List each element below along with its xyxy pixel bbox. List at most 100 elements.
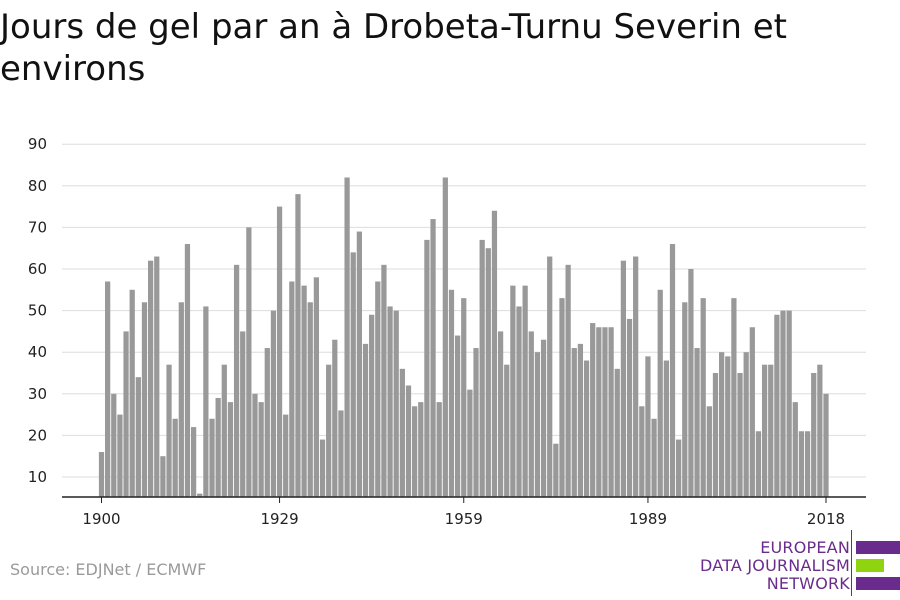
- bar-1923: [240, 331, 246, 497]
- bar-1948: [393, 310, 399, 497]
- bar-1961: [473, 348, 479, 497]
- bar-1946: [381, 264, 387, 497]
- bar-1922: [233, 264, 240, 497]
- bar-2002: [725, 356, 731, 497]
- y-tick-label: 20: [28, 426, 47, 444]
- bar-1919: [215, 397, 221, 497]
- bar-1901: [105, 281, 111, 497]
- bar-1986: [626, 318, 633, 497]
- bar-1907: [141, 302, 148, 497]
- x-axis-ticks: 1900 1929 1959 1989 2018: [82, 497, 845, 528]
- bar-1921: [227, 402, 234, 497]
- y-tick-label: 40: [28, 343, 47, 361]
- bar-1976: [565, 264, 571, 497]
- bar-1928: [270, 310, 277, 497]
- source-note: Source: EDJNet / ECMWF: [10, 560, 207, 579]
- bar-1968: [516, 306, 522, 497]
- bar-1997: [694, 348, 700, 497]
- bar-1912: [172, 418, 178, 497]
- bar-1916: [197, 493, 203, 497]
- chart-title: Jours de gel par an à Drobeta-Turnu Seve…: [0, 7, 788, 89]
- bar-1926: [258, 402, 264, 497]
- bar-1972: [540, 339, 547, 497]
- bar-1985: [620, 260, 627, 497]
- bar-1918: [209, 418, 215, 497]
- bar-1942: [356, 231, 362, 497]
- bar-1964: [491, 210, 498, 497]
- y-tick-label: 90: [28, 135, 47, 153]
- logo-text-data-journalism: DATA JOURNALISM: [700, 556, 850, 575]
- bar-2018: [823, 393, 829, 497]
- x-tick-label: 1989: [629, 510, 667, 528]
- x-tick-label: 1929: [260, 510, 298, 528]
- bar-1906: [135, 377, 141, 497]
- bar-1995: [682, 302, 688, 497]
- bar-1941: [350, 252, 356, 497]
- bar-1963: [485, 248, 491, 497]
- y-tick-label: 10: [28, 468, 47, 486]
- bar-1989: [645, 356, 651, 497]
- bar-1904: [123, 331, 129, 497]
- bar-2012: [786, 310, 792, 497]
- y-tick-label: 80: [28, 177, 47, 195]
- bar-1994: [676, 439, 682, 497]
- bar-1981: [596, 327, 602, 497]
- bar-1932: [295, 194, 301, 497]
- bar-2015: [804, 431, 811, 497]
- bar-1929: [276, 206, 283, 497]
- bar-1991: [657, 289, 663, 497]
- bar-1931: [289, 281, 295, 497]
- bar-1939: [338, 410, 344, 497]
- bar-1914: [184, 244, 191, 497]
- bar-1944: [369, 314, 375, 497]
- bar-1908: [148, 260, 154, 497]
- bar-1950: [405, 385, 412, 497]
- bar-1943: [362, 343, 369, 497]
- x-tick-label: 2018: [807, 510, 845, 528]
- bar-1960: [467, 389, 473, 497]
- bar-1978: [577, 343, 584, 497]
- bar-1938: [332, 339, 338, 497]
- bar-1910: [160, 456, 166, 497]
- bar-1977: [571, 348, 577, 497]
- bar-1951: [412, 406, 418, 497]
- bar-1967: [510, 285, 516, 497]
- bar-1913: [178, 302, 184, 497]
- bar-1962: [479, 239, 485, 497]
- bar-2003: [731, 298, 737, 497]
- bar-2004: [737, 373, 743, 497]
- x-tick-label: 1959: [445, 510, 483, 528]
- bar-1909: [154, 256, 160, 497]
- bar-1900: [98, 452, 105, 497]
- bar-1975: [559, 298, 565, 497]
- bar-1915: [190, 427, 197, 497]
- bar-1990: [651, 418, 657, 497]
- bar-1996: [688, 269, 694, 497]
- bar-1982: [602, 327, 608, 497]
- y-axis-ticks: 10 20 30 40 50 60 70 80 90: [28, 135, 47, 486]
- bar-1936: [319, 439, 326, 497]
- bar-1992: [663, 360, 669, 497]
- bar-1937: [326, 364, 332, 497]
- bar-1952: [418, 402, 424, 497]
- bar-2000: [712, 373, 719, 497]
- bar-1917: [203, 306, 209, 497]
- bar-1966: [504, 364, 510, 497]
- bar-1953: [424, 239, 430, 497]
- bar-1956: [442, 177, 448, 498]
- bar-1959: [461, 298, 467, 497]
- bar-2016: [811, 373, 817, 497]
- logo-bar-bottom: [856, 577, 900, 590]
- frost-days-bar-chart: 10 20 30 40 50 60 70 80 90 1900 1929 1959 1989 2018: [28, 135, 866, 528]
- bar-1957: [448, 289, 455, 497]
- bar-1993: [669, 244, 676, 497]
- bar-2009: [768, 364, 774, 497]
- bar-1969: [522, 285, 528, 497]
- bar-1911: [166, 364, 172, 497]
- x-tick-label: 1900: [82, 510, 120, 528]
- bar-1947: [387, 306, 393, 497]
- bar-1949: [399, 368, 405, 497]
- bar-2011: [780, 310, 786, 497]
- bar-2007: [755, 431, 762, 497]
- logo-divider: [851, 530, 852, 596]
